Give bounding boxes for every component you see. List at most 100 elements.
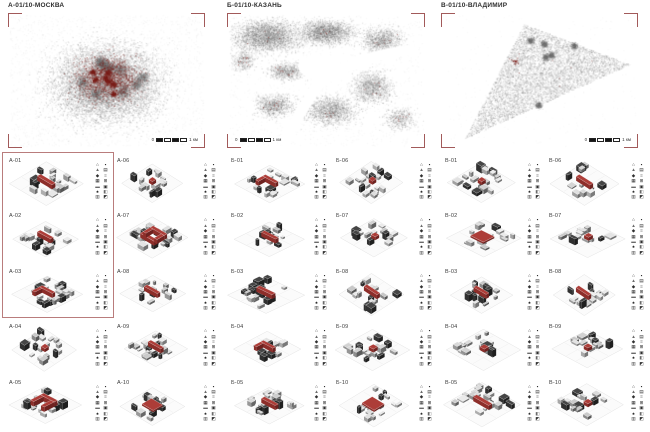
legend-icon: ▤ <box>211 389 216 394</box>
legend-icon: ▦ <box>314 344 319 350</box>
legend-icon: ⌂ <box>96 328 99 334</box>
legend-icon: ▬ <box>203 239 208 245</box>
legend-icon: ▲ <box>95 333 100 339</box>
legend-icon: ▦ <box>419 344 424 350</box>
scale-bar-end-label: 1 км <box>272 136 282 142</box>
legend-icon: ◧ <box>535 355 540 361</box>
legend-icon: ▥ <box>95 305 100 311</box>
legend-icon: ▲ <box>314 278 319 284</box>
legend-icon: ≡ <box>323 228 326 234</box>
legend-icon: ▲ <box>203 389 208 394</box>
scale-bar-segment <box>180 137 188 142</box>
block-cell: Б-07 ⌂ ▪ ▲ ▤ ◆ ≡ ▦ ⊞ ▬ ▣ ♠ ◧ ▥ ◩ <box>331 210 436 265</box>
legend-icon: ▤ <box>639 222 644 228</box>
block-label: В-04 <box>445 324 458 331</box>
crop-corner-icon <box>227 13 241 27</box>
legend-icon: ♠ <box>204 355 207 361</box>
legend-icon: ▲ <box>419 333 424 339</box>
legend-icon: ▬ <box>95 405 100 411</box>
block-label: Б-04 <box>231 324 244 331</box>
legend-icon: ▬ <box>631 405 636 411</box>
block-cell: А-10 ⌂ ▪ ▲ ▤ ◆ ≡ ▦ ⊞ ▬ ▣ ♠ ◧ ▥ ◩ <box>112 377 220 432</box>
axon-diagram <box>11 326 77 372</box>
block-cell: Б-01 ⌂ ▪ ▲ ▤ ◆ ≡ ▦ ⊞ ▬ ▣ ♠ ◧ ▥ ◩ <box>226 155 331 210</box>
legend-icon: ≡ <box>640 228 643 234</box>
legend-icon: ▲ <box>631 333 636 339</box>
scale-bar: 0 1 км <box>234 136 282 142</box>
block-cell: В-02 ⌂ ▪ ▲ ▤ ◆ ≡ ▦ ⊞ ▬ ▣ ♠ ◧ ▥ ◩ <box>440 210 544 265</box>
legend-icon: ▥ <box>314 416 319 422</box>
legend-icon: ♠ <box>204 189 207 195</box>
legend-icon: ▦ <box>203 289 208 295</box>
legend-icon: ⌂ <box>204 217 207 223</box>
block-cell: В-10 ⌂ ▪ ▲ ▤ ◆ ≡ ▦ ⊞ ▬ ▣ ♠ ◧ ▥ ◩ <box>544 377 648 432</box>
legend-icon: ▬ <box>419 239 424 245</box>
legend-icon: ◧ <box>103 410 108 416</box>
crop-corner-icon <box>624 13 638 27</box>
legend-icon: ▪ <box>323 328 326 334</box>
legend-icon: ⊞ <box>322 233 327 239</box>
legend-icon: ▦ <box>95 178 100 184</box>
legend-icon: ⌂ <box>204 162 207 167</box>
legend-icon: ▤ <box>103 167 108 173</box>
legend-icon: ▣ <box>535 349 540 355</box>
axon-diagram <box>445 329 522 372</box>
legend-icon: ▤ <box>103 333 108 339</box>
legend-icon: ▣ <box>322 183 327 189</box>
legend-icon: ▣ <box>535 405 540 411</box>
legend-icon: ▤ <box>322 389 327 394</box>
legend-icon: ▲ <box>527 278 532 284</box>
legend-icon: ◆ <box>203 339 208 344</box>
block-label: А-01 <box>9 158 22 164</box>
block-cell: А-05 ⌂ ▪ ▲ ▤ ◆ ≡ ▦ ⊞ ▬ ▣ ♠ ◧ ▥ ◩ <box>4 377 112 432</box>
legend-icon: ◆ <box>95 172 100 178</box>
legend-icon: ▪ <box>640 328 643 334</box>
legend-icon: ◩ <box>639 194 644 200</box>
legend-icon: ▤ <box>322 222 327 228</box>
block-group-vladimir: В-01 ⌂ ▪ ▲ ▤ ◆ ≡ ▦ ⊞ ▬ ▣ ♠ ◧ ▥ ◩ В-02 ⌂ ▪ ▲ ▤ ◆ ≡ ▦ ⊞ ▬ ▣ ♠ ◧ ▥ ◩ В-03… <box>440 155 648 432</box>
legend-icon: ▪ <box>428 328 431 334</box>
legend-icon: ♠ <box>420 244 423 250</box>
legend-icon: ◩ <box>639 416 644 422</box>
legend-icon: ◆ <box>95 228 100 234</box>
legend-icon: ⌂ <box>315 217 318 223</box>
legend-icon: ▤ <box>322 278 327 284</box>
legend-icon: ♠ <box>632 189 635 195</box>
legend-icon: ◩ <box>322 194 327 200</box>
block-cell: А-08 ⌂ ▪ ▲ ▤ ◆ ≡ ▦ ⊞ ▬ ▣ ♠ ◧ ▥ ◩ <box>112 266 220 321</box>
legend-icon: ◩ <box>535 360 540 366</box>
legend-icon: ⌂ <box>528 383 531 389</box>
block-cell: А-04 ⌂ ▪ ▲ ▤ ◆ ≡ ▦ ⊞ ▬ ▣ ♠ ◧ ▥ ◩ <box>4 321 112 376</box>
legend-icon: ♠ <box>204 410 207 416</box>
legend-icon: ≡ <box>212 283 215 289</box>
scale-bar-start-label: 0 <box>151 136 155 142</box>
legend-icon: ▦ <box>527 178 532 184</box>
block-label: А-03 <box>9 268 22 275</box>
legend-icon: ▥ <box>314 249 319 255</box>
legend-icon: ▥ <box>95 360 100 366</box>
legend-icon: ◧ <box>427 244 432 250</box>
legend-icon: ⊞ <box>639 399 644 405</box>
legend-icon: ▤ <box>535 278 540 284</box>
crop-corner-icon <box>624 134 638 148</box>
legend-icon: ▥ <box>631 416 636 422</box>
block-cell: Б-08 ⌂ ▪ ▲ ▤ ◆ ≡ ▦ ⊞ ▬ ▣ ♠ ◧ ▥ ◩ <box>331 266 436 321</box>
block-label: В-09 <box>549 324 562 331</box>
legend-icon: ▪ <box>212 328 215 334</box>
legend-icon: ▬ <box>95 294 100 300</box>
legend-icon: ◧ <box>535 244 540 250</box>
legend-icon: ◩ <box>427 416 432 422</box>
legend-icon: ⌂ <box>204 383 207 389</box>
legend-icon: ⊞ <box>103 399 108 405</box>
legend-icon: ◆ <box>95 283 100 289</box>
block-label: А-06 <box>117 158 130 164</box>
legend-icon: ▤ <box>103 278 108 284</box>
block-cell: А-03 ⌂ ▪ ▲ ▤ ◆ ≡ ▦ ⊞ ▬ ▣ ♠ ◧ ▥ ◩ <box>4 266 112 321</box>
block-legend: ⌂ ▪ ▲ ▤ ◆ ≡ ▦ ⊞ ▬ ▣ ♠ ◧ ▥ ◩ <box>630 384 645 422</box>
legend-icon: ◧ <box>103 355 108 361</box>
legend-icon: ⌂ <box>528 162 531 167</box>
legend-icon: ▣ <box>639 349 644 355</box>
legend-icon: ▤ <box>535 222 540 228</box>
legend-icon: ▥ <box>527 305 532 311</box>
legend-icon: ▬ <box>419 405 424 411</box>
